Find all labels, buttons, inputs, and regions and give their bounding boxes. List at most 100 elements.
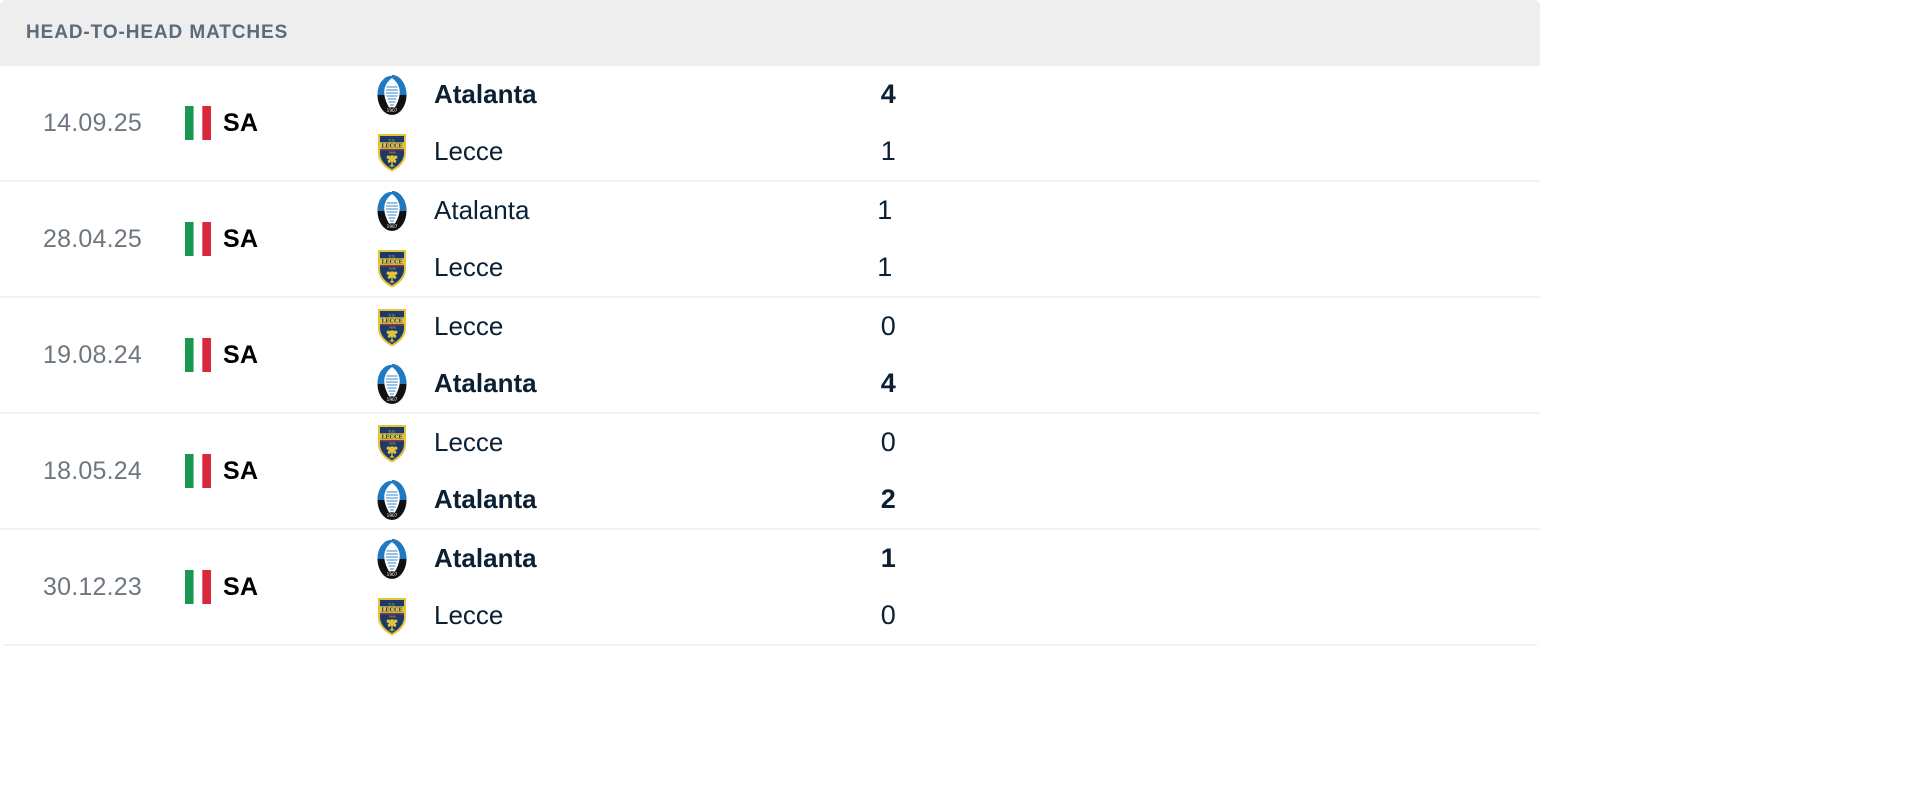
score-value: 0: [880, 600, 896, 630]
italy-flag-icon: [185, 106, 211, 140]
competition-label: SA: [223, 340, 259, 369]
score-line-home: 0: [881, 414, 1196, 471]
team-name: Lecce: [434, 136, 504, 166]
match-row[interactable]: 28.04.25 SA 1907 Atalanta U.S. LECCE 190…: [0, 182, 1540, 298]
team-away[interactable]: U.S. LECCE 1908 Lecce: [375, 123, 881, 180]
teams-cell: U.S. LECCE 1908 Lecce 1907: [360, 414, 881, 528]
lecce-crest-icon: U.S. LECCE 1908: [378, 597, 406, 635]
svg-text:1908: 1908: [388, 150, 395, 154]
teams-cell: 1907 Atalanta U.S. LECCE 1908 Lecce: [360, 530, 881, 644]
competition-cell[interactable]: SA: [185, 298, 360, 412]
svg-text:1908: 1908: [388, 614, 395, 618]
competition-label: SA: [223, 108, 259, 137]
italy-flag-icon: [185, 454, 211, 488]
svg-text:1907: 1907: [387, 224, 398, 229]
score-line-away: 2: [881, 471, 1196, 528]
score-line-home: 0: [881, 298, 1196, 355]
svg-text:1907: 1907: [387, 513, 398, 518]
match-date: 14.09.25: [43, 108, 142, 137]
svg-text:1907: 1907: [387, 572, 398, 577]
row-spacer: [1196, 298, 1540, 412]
lecce-crest-icon: U.S. LECCE 1908: [378, 249, 406, 287]
match-row[interactable]: 19.08.24 SA U.S. LECCE 1908 Lecce: [0, 298, 1540, 414]
team-name: Atalanta: [434, 368, 537, 398]
competition-label: SA: [223, 572, 259, 601]
competition-cell[interactable]: SA: [185, 414, 360, 528]
svg-text:1907: 1907: [387, 108, 398, 113]
team-name: Lecce: [434, 427, 504, 457]
match-row[interactable]: 18.05.24 SA U.S. LECCE 1908 Lecce: [0, 414, 1540, 530]
team-away[interactable]: 1907 Atalanta: [375, 355, 881, 412]
svg-text:1908: 1908: [388, 441, 395, 445]
italy-flag-icon: [185, 338, 211, 372]
team-home[interactable]: 1907 Atalanta: [375, 66, 881, 123]
teams-cell: U.S. LECCE 1908 Lecce 1907: [360, 298, 881, 412]
atalanta-crest-icon: 1907: [377, 73, 407, 115]
score-line-home: 1: [881, 530, 1196, 587]
match-date-cell: 14.09.25: [0, 66, 185, 180]
score-line-home: 4: [881, 66, 1196, 123]
head-to-head-card: HEAD-TO-HEAD MATCHES 14.09.25 SA 1907 At…: [0, 0, 1540, 646]
match-date-cell: 28.04.25: [0, 182, 185, 296]
team-away[interactable]: U.S. LECCE 1908 Lecce: [375, 587, 881, 644]
atalanta-crest-icon: 1907: [377, 189, 407, 231]
page-title: HEAD-TO-HEAD MATCHES: [26, 22, 289, 43]
match-list: 14.09.25 SA 1907 Atalanta U.S. LECCE 190…: [0, 66, 1540, 646]
svg-text:LECCE: LECCE: [381, 143, 402, 149]
svg-text:LECCE: LECCE: [381, 259, 402, 265]
score-value: 2: [880, 484, 896, 514]
match-date: 28.04.25: [43, 224, 142, 253]
score-value: 4: [880, 368, 896, 398]
svg-text:1908: 1908: [388, 266, 395, 270]
svg-text:U.S.: U.S.: [388, 254, 395, 258]
match-row[interactable]: 30.12.23 SA 1907 Atalanta U.S. LECCE 190…: [0, 530, 1540, 646]
team-home[interactable]: U.S. LECCE 1908 Lecce: [375, 298, 881, 355]
score-line-away: 4: [881, 355, 1196, 412]
svg-text:U.S.: U.S.: [388, 429, 395, 433]
score-line-home: 1: [877, 182, 1192, 239]
row-spacer: [1196, 66, 1540, 180]
svg-text:LECCE: LECCE: [381, 318, 402, 324]
score-value: 1: [877, 252, 893, 282]
atalanta-crest-icon: 1907: [377, 537, 407, 579]
lecce-crest-icon: U.S. LECCE 1908: [378, 308, 406, 346]
score-line-away: 1: [881, 123, 1196, 180]
match-row[interactable]: 14.09.25 SA 1907 Atalanta U.S. LECCE 190…: [0, 66, 1540, 182]
score-line-away: 1: [877, 239, 1192, 296]
score-value: 1: [880, 543, 896, 573]
team-home[interactable]: 1907 Atalanta: [375, 530, 881, 587]
match-date-cell: 30.12.23: [0, 530, 185, 644]
competition-label: SA: [223, 224, 259, 253]
score-value: 0: [880, 427, 896, 457]
match-date: 18.05.24: [43, 456, 142, 485]
team-home[interactable]: U.S. LECCE 1908 Lecce: [375, 414, 881, 471]
match-date: 30.12.23: [43, 572, 142, 601]
score-value: 4: [880, 79, 896, 109]
competition-cell[interactable]: SA: [185, 530, 360, 644]
svg-text:LECCE: LECCE: [381, 434, 402, 440]
team-away[interactable]: 1907 Atalanta: [375, 471, 881, 528]
competition-cell[interactable]: SA: [185, 182, 360, 296]
svg-text:U.S.: U.S.: [388, 602, 395, 606]
svg-text:1908: 1908: [388, 325, 395, 329]
team-away[interactable]: U.S. LECCE 1908 Lecce: [375, 239, 877, 296]
team-name: Atalanta: [434, 195, 530, 225]
italy-flag-icon: [185, 570, 211, 604]
card-header: HEAD-TO-HEAD MATCHES: [0, 0, 1540, 66]
lecce-crest-icon: U.S. LECCE 1908: [378, 133, 406, 171]
match-date: 19.08.24: [43, 340, 142, 369]
score-value: 0: [880, 311, 896, 341]
team-home[interactable]: 1907 Atalanta: [375, 182, 877, 239]
team-name: Lecce: [434, 311, 504, 341]
teams-cell: 1907 Atalanta U.S. LECCE 1908 Lecce: [360, 182, 877, 296]
italy-flag-icon: [185, 222, 211, 256]
team-name: Atalanta: [434, 543, 537, 573]
competition-cell[interactable]: SA: [185, 66, 360, 180]
lecce-crest-icon: U.S. LECCE 1908: [378, 424, 406, 462]
svg-text:1907: 1907: [387, 397, 398, 402]
svg-text:U.S.: U.S.: [388, 138, 395, 142]
